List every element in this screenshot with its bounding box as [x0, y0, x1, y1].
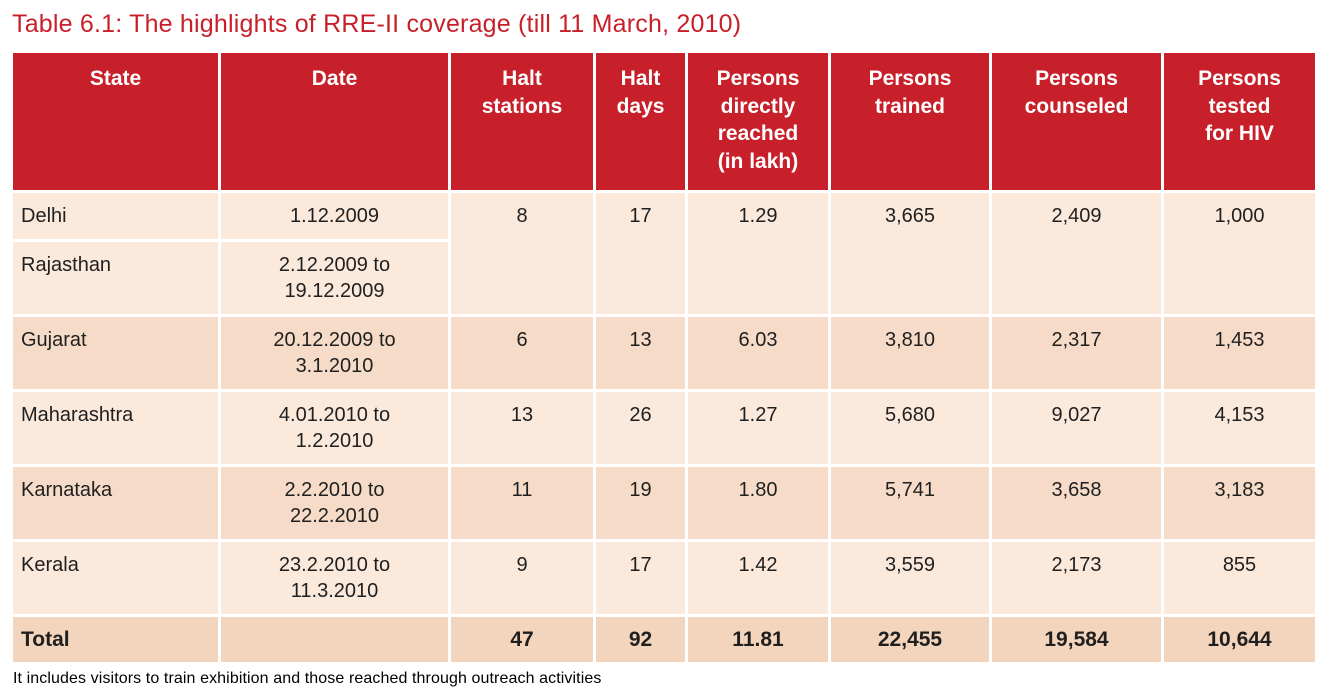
table-row: Karnataka 2.2.2010 to 22.2.2010 11 19 1.80 5,…	[10, 464, 1318, 542]
state-cell: Kerala	[10, 539, 221, 617]
value-cell-halt-days: 26	[593, 389, 688, 467]
date-cell: 20.12.2009 to 3.1.2010	[218, 314, 451, 392]
value-cell-persons-counseled: 2,409	[989, 190, 1164, 317]
total-value-cell-persons-trained: 22,455	[828, 613, 992, 666]
value-cell-persons-tested-hiv: 855	[1161, 539, 1318, 617]
total-row: Total 47 92 11.81 22,455 19,584 10,644	[10, 613, 1318, 666]
date-cell: 1.12.2009	[218, 190, 451, 242]
column-header-state: State	[10, 50, 221, 193]
value-cell-persons-tested-hiv: 4,153	[1161, 389, 1318, 467]
coverage-table: State Date Halt stations Halt days Persons d…	[10, 50, 1318, 666]
state-cell: Delhi	[10, 190, 221, 242]
footnote: It includes visitors to train exhibition…	[13, 670, 602, 688]
total-value-cell-halt-days: 92	[593, 613, 688, 666]
value-cell-halt-days: 19	[593, 464, 688, 542]
value-cell-persons-directly-reached: 1.29	[685, 190, 831, 317]
value-cell-halt-stations: 9	[448, 539, 596, 617]
date-cell: 2.2.2010 to 22.2.2010	[218, 464, 451, 542]
value-cell-persons-directly-reached: 1.27	[685, 389, 831, 467]
value-cell-persons-directly-reached: 1.42	[685, 539, 831, 617]
total-label-cell: Total	[10, 613, 221, 666]
value-cell-persons-trained: 3,559	[828, 539, 992, 617]
column-header-persons-tested-hiv: Persons tested for HIV	[1161, 50, 1318, 193]
value-cell-halt-stations: 8	[448, 190, 596, 317]
date-cell: 2.12.2009 to 19.12.2009	[218, 239, 451, 317]
page-title: Table 6.1: The highlights of RRE-II cove…	[12, 10, 742, 38]
value-cell-persons-counseled: 9,027	[989, 389, 1164, 467]
table-row: Kerala 23.2.2010 to 11.3.2010 9 17 1.42 3,559…	[10, 539, 1318, 617]
total-value-cell-persons-counseled: 19,584	[989, 613, 1164, 666]
column-header-persons-trained: Persons trained	[828, 50, 992, 193]
table-row: Rajasthan 2.12.2009 to 19.12.2009	[10, 239, 1317, 317]
date-cell: 4.01.2010 to 1.2.2010	[218, 389, 451, 467]
state-cell: Rajasthan	[10, 239, 221, 317]
column-header-persons-counseled: Persons counseled	[989, 50, 1164, 193]
table-header-row: State Date Halt stations Halt days Persons d…	[10, 50, 1318, 193]
value-cell-persons-trained: 5,741	[828, 464, 992, 542]
value-cell-persons-tested-hiv: 1,453	[1161, 314, 1318, 392]
value-cell-halt-days: 17	[593, 539, 688, 617]
state-cell: Maharashtra	[10, 389, 221, 467]
table-row: Maharashtra 4.01.2010 to 1.2.2010 13 26 1.27…	[10, 389, 1318, 467]
column-header-persons-directly-reached: Persons directly reached (in lakh)	[685, 50, 831, 193]
value-cell-persons-tested-hiv: 3,183	[1161, 464, 1318, 542]
table-body: Delhi 1.12.2009 8 17 1.29 3,665 2,409 1,000 Raja…	[10, 190, 1318, 666]
value-cell-persons-trained: 3,665	[828, 190, 992, 317]
table-row: Delhi 1.12.2009 8 17 1.29 3,665 2,409 1,000	[10, 190, 1318, 317]
value-cell-persons-directly-reached: 6.03	[685, 314, 831, 392]
value-cell-halt-days: 17	[593, 190, 688, 317]
value-cell-halt-days: 13	[593, 314, 688, 392]
value-cell-persons-counseled: 2,173	[989, 539, 1164, 617]
value-cell-persons-directly-reached: 1.80	[685, 464, 831, 542]
total-value-cell-persons-directly-reached: 11.81	[685, 613, 831, 666]
total-value-cell-persons-tested-hiv: 10,644	[1161, 613, 1318, 666]
state-cell: Gujarat	[10, 314, 221, 392]
value-cell-persons-counseled: 2,317	[989, 314, 1164, 392]
total-date-cell	[218, 613, 451, 666]
value-cell-halt-stations: 13	[448, 389, 596, 467]
value-cell-persons-counseled: 3,658	[989, 464, 1164, 542]
state-cell: Karnataka	[10, 464, 221, 542]
value-cell-persons-trained: 5,680	[828, 389, 992, 467]
column-header-date: Date	[218, 50, 451, 193]
value-cell-halt-stations: 11	[448, 464, 596, 542]
column-header-halt-days: Halt days	[593, 50, 688, 193]
value-cell-persons-trained: 3,810	[828, 314, 992, 392]
value-cell-persons-tested-hiv: 1,000	[1161, 190, 1318, 317]
value-cell-halt-stations: 6	[448, 314, 596, 392]
date-cell: 23.2.2010 to 11.3.2010	[218, 539, 451, 617]
column-header-halt-stations: Halt stations	[448, 50, 596, 193]
total-value-cell-halt-stations: 47	[448, 613, 596, 666]
table-row: Gujarat 20.12.2009 to 3.1.2010 6 13 6.03 3,81…	[10, 314, 1318, 392]
